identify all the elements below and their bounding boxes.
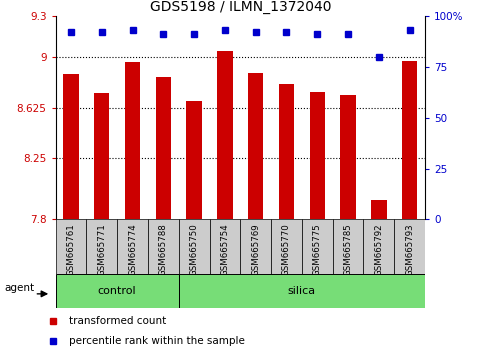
Text: GSM665788: GSM665788: [159, 223, 168, 276]
Text: GSM665785: GSM665785: [343, 223, 353, 276]
Text: agent: agent: [4, 284, 35, 293]
Bar: [148, 219, 179, 274]
Bar: [179, 274, 425, 308]
Bar: [248, 73, 263, 219]
Text: GSM665793: GSM665793: [405, 223, 414, 276]
Text: percentile rank within the sample: percentile rank within the sample: [69, 336, 244, 346]
Bar: [402, 61, 417, 219]
Text: GSM665769: GSM665769: [251, 223, 260, 276]
Bar: [56, 274, 179, 308]
Bar: [371, 200, 386, 219]
Text: GSM665775: GSM665775: [313, 223, 322, 276]
Bar: [117, 219, 148, 274]
Bar: [186, 102, 202, 219]
Bar: [86, 219, 117, 274]
Bar: [279, 84, 294, 219]
Bar: [56, 219, 86, 274]
Text: GSM665750: GSM665750: [190, 223, 199, 276]
Text: GSM665771: GSM665771: [97, 223, 106, 276]
Bar: [240, 219, 271, 274]
Bar: [63, 74, 79, 219]
Text: GSM665754: GSM665754: [220, 223, 229, 276]
Text: GSM665761: GSM665761: [67, 223, 75, 276]
Bar: [364, 219, 394, 274]
Bar: [302, 219, 333, 274]
Bar: [341, 95, 356, 219]
Bar: [179, 219, 210, 274]
Bar: [156, 77, 171, 219]
Bar: [125, 62, 140, 219]
Text: GSM665792: GSM665792: [374, 223, 384, 276]
Text: control: control: [98, 286, 136, 296]
Bar: [310, 92, 325, 219]
Text: silica: silica: [288, 286, 316, 296]
Text: transformed count: transformed count: [69, 316, 166, 326]
Text: GSM665774: GSM665774: [128, 223, 137, 276]
Bar: [271, 219, 302, 274]
Bar: [217, 51, 233, 219]
Title: GDS5198 / ILMN_1372040: GDS5198 / ILMN_1372040: [150, 0, 331, 13]
Bar: [94, 93, 110, 219]
Text: GSM665770: GSM665770: [282, 223, 291, 276]
Bar: [333, 219, 364, 274]
Bar: [210, 219, 240, 274]
Bar: [394, 219, 425, 274]
